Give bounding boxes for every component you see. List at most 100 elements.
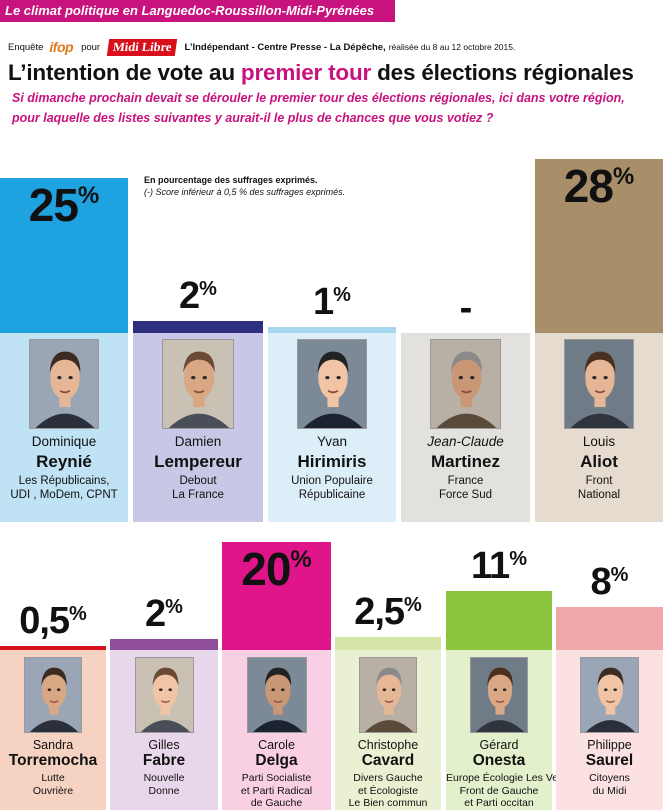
candidate-first-name: Dominique: [31, 434, 97, 449]
percent-sign: %: [199, 277, 217, 300]
candidate-last-name: Martinez: [431, 452, 500, 471]
percent-sign: %: [610, 563, 629, 586]
party-line: Union Populaire: [291, 475, 373, 487]
candidate-first-name: Damien: [174, 434, 222, 449]
candidate-party: Parti Socialiste et Parti Radical de Gauch…: [222, 772, 331, 810]
value-number: 2: [179, 274, 200, 317]
survey-credit-line: Enquête ifop pour Midi Libre L’Indépenda…: [8, 36, 658, 58]
party-line: et Parti occitan: [464, 797, 534, 809]
candidate-first-name: Philippe: [587, 738, 632, 752]
title-suffix: des élections régionales: [371, 60, 634, 85]
candidate-party: Nouvelle Donne: [110, 772, 218, 797]
candidate-party: Les Républicains, UDI , MoDem, CPNT: [0, 474, 128, 502]
value-label-fabre: 2%: [110, 595, 218, 633]
candidate-party: Debout La France: [133, 474, 263, 502]
survey-prefix: Enquête: [8, 41, 44, 53]
photo-torremocha: [24, 657, 82, 733]
percent-sign: %: [333, 283, 351, 306]
photo-delga: [246, 657, 307, 733]
partner-newspapers: L’Indépendant - Centre Presse - La Dépêc…: [184, 41, 386, 53]
candidate-party: Front National: [535, 474, 663, 502]
value-label-hirimiris: 1%: [268, 283, 396, 321]
bar-aliot: [535, 159, 663, 333]
photo-martinez: [430, 339, 501, 429]
party-line: Europe Écologie Les Verts,: [446, 772, 573, 784]
photo-onesta: [470, 657, 528, 733]
party-line: Ouvrière: [32, 784, 74, 797]
photo-fabre: [134, 657, 194, 733]
value-number: 25: [28, 179, 79, 231]
value-label-saurel: 8%: [556, 563, 663, 601]
question-line-1: Si dimanche prochain devait se dérouler …: [12, 91, 625, 105]
photo-hirimiris: [297, 339, 367, 429]
party-line: Le Bien commun: [348, 797, 428, 809]
percent-sign: %: [509, 547, 527, 570]
percent-sign: %: [165, 596, 183, 619]
party-line: UDI , MoDem, CPNT: [10, 489, 118, 501]
note-percentage: En pourcentage des suffrages exprimés.: [144, 175, 318, 185]
candidate-first-name: Gilles: [148, 738, 180, 752]
value-label-martinez: -: [401, 289, 530, 327]
party-line: Les Républicains,: [18, 475, 110, 487]
candidate-first-name: Carole: [258, 738, 295, 752]
party-line: National: [577, 489, 621, 501]
value-label-onesta: 11%: [446, 547, 552, 585]
party-line: Républicaine: [298, 489, 366, 501]
candidate-first-name: Yvan: [316, 434, 348, 449]
value-number: 8: [590, 560, 612, 603]
party-line: Debout: [179, 475, 217, 487]
bar-delga: [222, 542, 331, 650]
ifop-logo: ifop: [49, 39, 74, 55]
note-threshold: (-) Score inférieur à 0,5 % des suffrage…: [144, 187, 346, 197]
percent-sign: %: [404, 593, 422, 616]
banner-title: Le climat politique en Languedoc-Roussil…: [5, 3, 375, 18]
midi-libre-logo: Midi Libre: [106, 38, 178, 56]
party-line: Front: [585, 475, 613, 487]
survey-for-text: pour: [81, 41, 101, 53]
bar-onesta: [446, 590, 552, 650]
survey-date: réalisée du 8 au 12 octobre 2015.: [388, 42, 516, 52]
candidate-last-name: Onesta: [472, 752, 526, 769]
party-line: Front de Gauche: [459, 784, 539, 797]
bar-cavard: [335, 636, 441, 650]
party-line: Force Sud: [438, 489, 493, 501]
value-label-cavard: 2,5%: [335, 593, 441, 631]
candidate-first-name: Jean-Claude: [427, 434, 504, 449]
question-line-2: pour laquelle des listes suivantes y aur…: [12, 111, 494, 125]
party-line: Parti Socialiste: [241, 772, 312, 784]
party-line: et Parti Radical: [240, 784, 313, 797]
party-line: du Midi: [592, 784, 627, 797]
candidate-last-name: Hirimiris: [297, 452, 367, 471]
bar-reyni: [0, 178, 128, 333]
candidate-first-name: Christophe: [357, 738, 419, 752]
candidate-party: Europe Écologie Les Verts, Front de Gauch…: [446, 772, 573, 810]
party-line: et Écologiste: [357, 784, 419, 797]
title-prefix: L’intention de vote au: [8, 60, 241, 85]
title-highlight: premier tour: [240, 60, 372, 85]
photo-saurel: [580, 657, 639, 733]
value-number: 1: [313, 280, 334, 323]
bar-torremocha: [0, 646, 106, 650]
value-label-reyni: 25%: [0, 182, 128, 228]
candidate-last-name: Torremocha: [8, 752, 98, 769]
value-label-lempereur: 2%: [133, 277, 263, 315]
party-line: Divers Gauche: [353, 772, 423, 784]
candidate-party: France Force Sud: [401, 474, 530, 502]
party-line: Nouvelle: [143, 772, 185, 784]
percent-sign: %: [69, 603, 87, 625]
bar-fabre: [110, 639, 218, 650]
survey-question: Si dimanche prochain devait se dérouler …: [12, 88, 662, 128]
party-line: de Gauche: [250, 797, 303, 809]
candidate-last-name: Lempereur: [154, 452, 242, 471]
party-line: La France: [172, 489, 224, 501]
value-label-torremocha: 0,5%: [0, 602, 106, 640]
candidate-last-name: Fabre: [142, 752, 186, 769]
bar-lempereur: [133, 320, 263, 333]
value-number: 11: [471, 544, 510, 587]
chart-note: En pourcentage des suffrages exprimés. (…: [144, 174, 384, 198]
bar-hirimiris: [268, 326, 396, 333]
party-line: Citoyens: [589, 772, 630, 784]
party-line: Lutte: [41, 772, 65, 784]
party-line: Donne: [148, 784, 180, 797]
photo-aliot: [564, 339, 634, 429]
